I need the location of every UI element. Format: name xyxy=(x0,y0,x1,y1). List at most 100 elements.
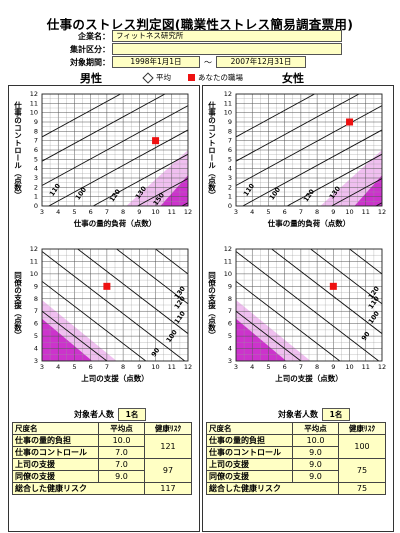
y-tick-label: 5 xyxy=(228,332,232,340)
legend-yours-label: あなたの職場 xyxy=(198,73,243,82)
y-tick-label: 12 xyxy=(224,245,232,253)
x-tick-label: 7 xyxy=(299,208,303,216)
x-tick-label: 11 xyxy=(362,363,370,371)
table-row-label: 仕事の量的負担 xyxy=(206,434,293,447)
x-tick-label: 5 xyxy=(266,208,270,216)
contour-label: 90 xyxy=(150,346,162,358)
x-tick-label: 10 xyxy=(345,208,353,216)
table-row-value: 9.0 xyxy=(98,470,145,483)
x-tick-label: 4 xyxy=(56,363,60,371)
y-tick-label: 3 xyxy=(34,174,38,182)
x-tick-label: 7 xyxy=(105,208,109,216)
x-tick-label: 12 xyxy=(378,363,386,371)
contour-label: 120 xyxy=(302,187,317,203)
y-tick-label: 4 xyxy=(34,345,38,353)
male-count-value: 1名 xyxy=(118,408,146,421)
table-row-value: 10.0 xyxy=(292,434,339,447)
group-field[interactable] xyxy=(112,43,342,55)
x-tick-label: 5 xyxy=(72,363,76,371)
company-field[interactable]: フィットネス研究所 xyxy=(112,30,342,42)
y-tick-label: 11 xyxy=(30,99,38,107)
x-axis-label: 上司の支援（点数） xyxy=(81,373,149,383)
y-axis-label: 仕事のコントロール（点数） xyxy=(13,100,22,199)
male-risk-2: 97 xyxy=(144,458,192,483)
y-tick-label: 12 xyxy=(30,90,38,98)
contour-label: 120 xyxy=(108,187,123,203)
male-header-risk: 健康ﾘｽｸ xyxy=(144,422,192,435)
y-tick-label: 4 xyxy=(228,165,232,173)
group-label: 集計区分： xyxy=(70,45,110,54)
risk-zone-dark xyxy=(160,175,188,206)
table-row-value: 7.0 xyxy=(98,446,145,459)
female-count: 対象者人数 1名 xyxy=(278,408,350,421)
period-end-field[interactable]: 2007年12月31日 xyxy=(216,56,306,68)
risk-contour-line xyxy=(42,94,122,138)
y-tick-label: 10 xyxy=(30,109,38,117)
plot-border xyxy=(235,93,383,207)
male-heading: 男性 xyxy=(80,72,102,85)
x-tick-label: 8 xyxy=(121,208,125,216)
y-tick-label: 8 xyxy=(228,127,232,135)
table-row-label: 同僚の支援 xyxy=(12,470,99,483)
y-tick-label: 0 xyxy=(34,202,38,210)
y-tick-label: 3 xyxy=(228,174,232,182)
x-tick-label: 3 xyxy=(40,363,44,371)
x-tick-label: 11 xyxy=(168,208,176,216)
table-row-label: 仕事のコントロール xyxy=(12,446,99,459)
risk-contour-line xyxy=(309,249,382,305)
red-square-icon xyxy=(188,74,195,81)
plot-area: 110 100 120 130 150 xyxy=(42,94,188,206)
x-tick-label: 12 xyxy=(184,363,192,371)
male-header-avg: 平均点 xyxy=(98,422,145,435)
y-tick-label: 5 xyxy=(34,155,38,163)
male-total-value: 117 xyxy=(144,482,192,495)
female-total-value: 75 xyxy=(338,482,386,495)
workplace-point xyxy=(152,137,160,145)
y-tick-label: 2 xyxy=(228,183,232,191)
x-tick-label: 10 xyxy=(345,363,353,371)
workplace-point xyxy=(329,282,337,290)
y-tick-label: 12 xyxy=(30,245,38,253)
risk-contour-line xyxy=(330,178,382,206)
x-tick-label: 9 xyxy=(331,363,335,371)
y-tick-label: 5 xyxy=(34,332,38,340)
contour-label: 100 xyxy=(268,185,283,201)
y-tick-label: 10 xyxy=(224,270,232,278)
table-row-value: 9.0 xyxy=(292,458,339,471)
risk-contour-line xyxy=(236,280,341,361)
x-tick-label: 5 xyxy=(266,363,270,371)
y-tick-label: 7 xyxy=(228,137,232,145)
period-tilde: ～ xyxy=(204,58,212,67)
female-count-label: 対象者人数 xyxy=(278,410,318,419)
risk-contour-line xyxy=(42,94,166,162)
x-tick-label: 8 xyxy=(315,208,319,216)
workplace-point xyxy=(346,118,354,126)
table-row-label: 同僚の支援 xyxy=(206,470,293,483)
period-start-field[interactable]: 1998年1月1日 xyxy=(112,56,200,68)
risk-contour-line xyxy=(236,94,360,162)
y-tick-label: 12 xyxy=(224,90,232,98)
y-tick-label: 11 xyxy=(224,99,232,107)
x-tick-label: 9 xyxy=(137,363,141,371)
male-count: 対象者人数 1名 xyxy=(74,408,146,421)
page-title: 仕事のストレス判定図(職業性ストレス簡易調査票用) xyxy=(46,17,354,32)
workplace-point xyxy=(103,282,111,290)
plot-border xyxy=(41,248,189,362)
risk-contour-line xyxy=(270,249,382,335)
y-tick-label: 10 xyxy=(30,270,38,278)
table-row-value: 7.0 xyxy=(98,458,145,471)
x-tick-label: 12 xyxy=(184,208,192,216)
male-count-label: 対象者人数 xyxy=(74,410,114,419)
y-tick-label: 1 xyxy=(228,193,232,201)
y-tick-label: 4 xyxy=(34,165,38,173)
risk-contour-line xyxy=(76,249,188,335)
x-tick-label: 4 xyxy=(250,208,254,216)
x-tick-label: 8 xyxy=(315,363,319,371)
y-tick-label: 8 xyxy=(34,295,38,303)
x-tick-label: 4 xyxy=(250,363,254,371)
